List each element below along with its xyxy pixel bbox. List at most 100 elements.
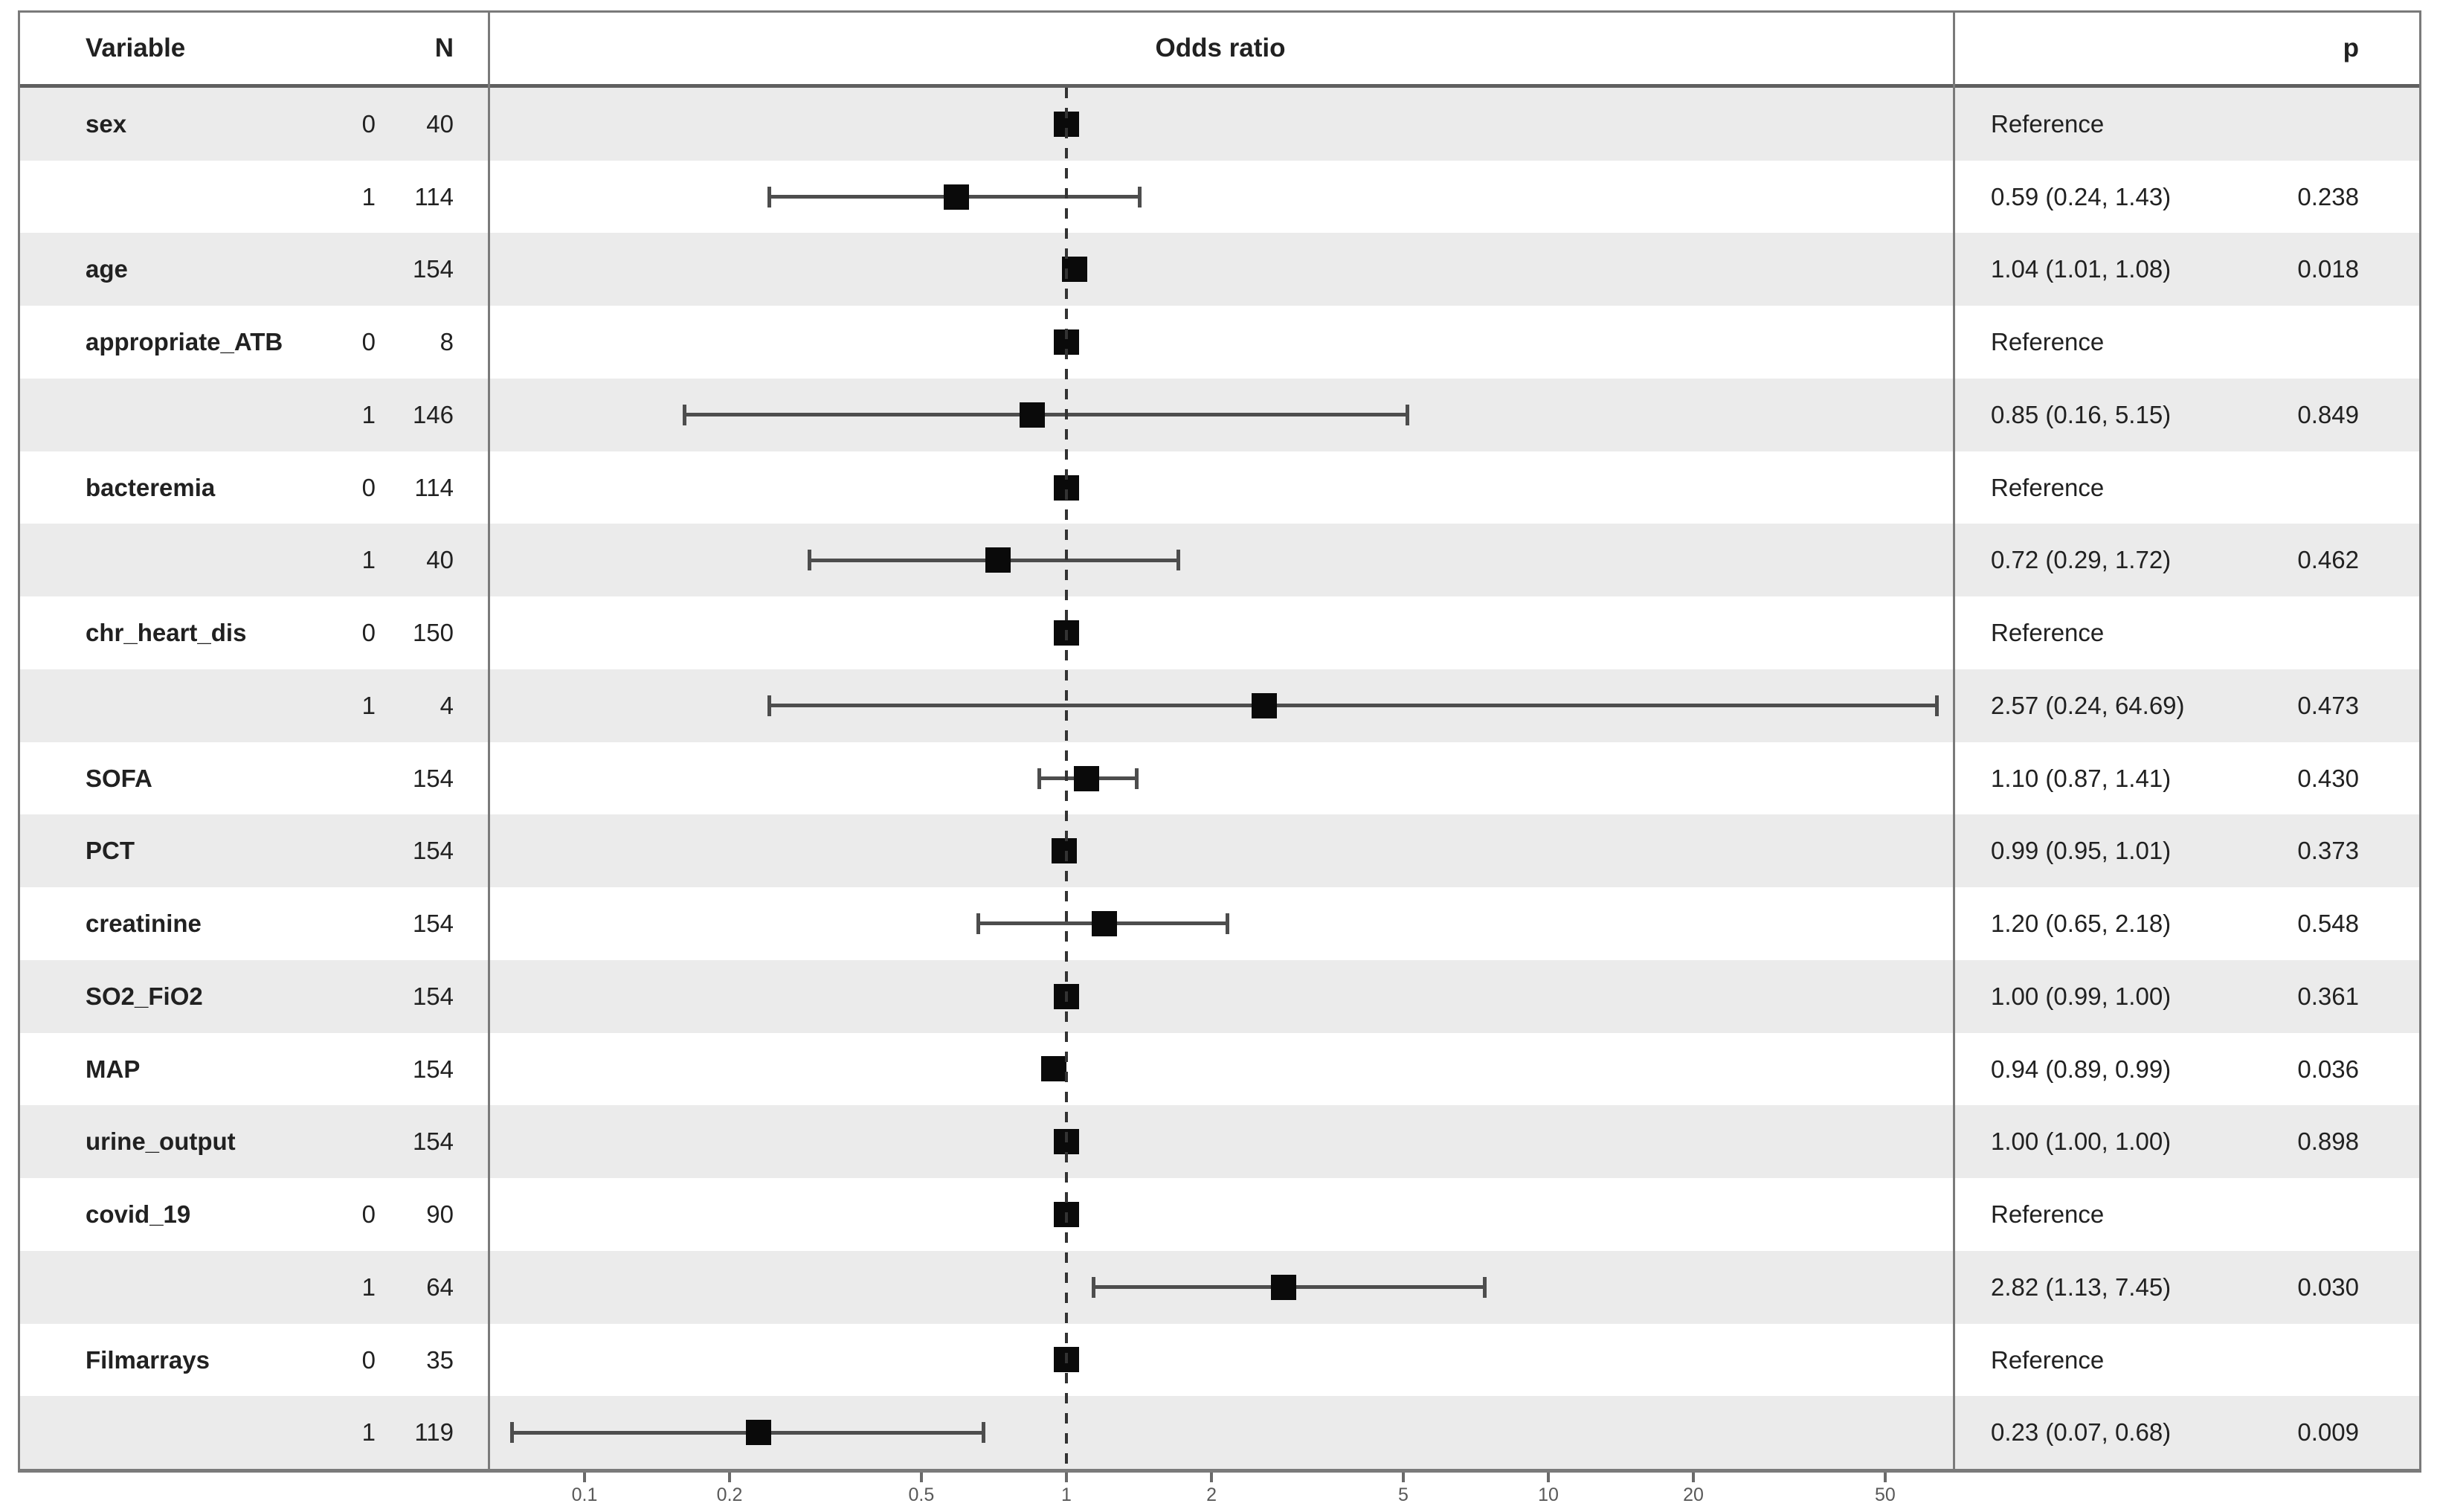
estimate-label: 1.04 (1.01, 1.08): [1991, 255, 2172, 283]
n-level-value: 0: [361, 473, 376, 501]
ci-whisker: [767, 704, 1940, 708]
estimate-label: 0.94 (0.89, 0.99): [1991, 1055, 2172, 1083]
ci-cap-high: [1935, 695, 1940, 716]
p-value: 0.009: [2297, 1418, 2359, 1447]
ci-cap-high: [1406, 404, 1410, 425]
variable-label: Filmarrays: [86, 1345, 210, 1374]
estimate-label: 2.82 (1.13, 7.45): [1991, 1273, 2172, 1301]
ci-cap-high: [1137, 186, 1142, 208]
n-count-value: 114: [414, 473, 454, 501]
n-count-value: 8: [440, 328, 454, 356]
variable-label: age: [86, 255, 128, 283]
or-marker: [1040, 1056, 1066, 1082]
ci-cap-low: [1092, 1276, 1096, 1298]
table-border-left: [18, 10, 20, 1473]
or-marker: [1052, 838, 1078, 864]
n-count-value: 64: [426, 1273, 454, 1301]
n-level-value: 1: [361, 1273, 376, 1301]
row-stripe: [20, 524, 2419, 597]
p-value: 0.898: [2297, 1127, 2359, 1156]
variable-label: covid_19: [86, 1200, 191, 1229]
n-count-value: 119: [414, 1418, 454, 1447]
row-stripe: [20, 959, 2419, 1033]
axis-tick: [919, 1473, 923, 1482]
estimate-label: 1.20 (0.65, 2.18): [1991, 910, 2172, 938]
ci-cap-low: [767, 695, 772, 716]
axis-tick: [583, 1473, 586, 1482]
n-count-value: 35: [426, 1345, 454, 1374]
axis-tick: [1065, 1473, 1068, 1482]
estimate-label: 2.57 (0.24, 64.69): [1991, 691, 2185, 719]
header-separator: [18, 84, 2421, 88]
n-count-value: 40: [426, 110, 454, 138]
estimate-label: 0.72 (0.29, 1.72): [1991, 546, 2172, 574]
n-level-value: 1: [361, 182, 376, 210]
column-separator-right: [1953, 10, 1955, 1469]
n-level-value: 1: [361, 1418, 376, 1447]
estimate-label: Reference: [1991, 110, 2105, 138]
ci-cap-low: [807, 550, 811, 571]
axis-tick-label: 5: [1397, 1484, 1409, 1505]
variable-label: urine_output: [86, 1127, 236, 1156]
n-count-value: 154: [412, 910, 454, 938]
ci-cap-high: [982, 1422, 986, 1444]
axis-tick-label: 0.5: [908, 1484, 935, 1505]
axis-tick-label: 1: [1061, 1484, 1072, 1505]
estimate-label: Reference: [1991, 1345, 2105, 1374]
p-value: 0.373: [2297, 837, 2359, 865]
axis-tick: [1883, 1473, 1887, 1482]
n-count-value: 114: [414, 182, 454, 210]
ci-cap-low: [1037, 768, 1041, 789]
axis-tick-label: 50: [1875, 1484, 1896, 1505]
estimate-label: 1.00 (1.00, 1.00): [1991, 1127, 2172, 1156]
variable-label: sex: [86, 110, 127, 138]
n-count-value: 154: [412, 255, 454, 283]
variable-label: PCT: [86, 837, 135, 865]
estimate-label: 0.59 (0.24, 1.43): [1991, 182, 2172, 210]
p-value: 0.361: [2297, 982, 2359, 1010]
x-axis-line: [18, 1469, 2421, 1473]
axis-tick: [1210, 1473, 1214, 1482]
variable-label: appropriate_ATB: [86, 328, 283, 356]
n-level-value: 1: [361, 546, 376, 574]
ci-cap-low: [976, 913, 980, 934]
p-value: 0.473: [2297, 691, 2359, 719]
column-header-n: N: [434, 33, 454, 62]
or-marker: [1270, 1274, 1296, 1300]
p-value: 0.030: [2297, 1273, 2359, 1301]
n-count-value: 40: [426, 546, 454, 574]
or-marker: [1020, 402, 1046, 428]
variable-label: SOFA: [86, 764, 152, 792]
row-stripe: [20, 1105, 2419, 1179]
axis-tick-label: 20: [1683, 1484, 1704, 1505]
ci-cap-high: [1176, 550, 1180, 571]
n-level-value: 0: [361, 1200, 376, 1229]
estimate-label: Reference: [1991, 619, 2105, 647]
ci-cap-high: [1226, 913, 1230, 934]
n-level-value: 1: [361, 691, 376, 719]
axis-tick-label: 0.1: [571, 1484, 598, 1505]
or-marker: [746, 1420, 772, 1446]
ci-cap-low: [683, 404, 687, 425]
or-marker: [1073, 765, 1099, 791]
variable-label: chr_heart_dis: [86, 619, 247, 647]
n-count-value: 154: [412, 764, 454, 792]
n-count-value: 154: [412, 1055, 454, 1083]
column-header-p: p: [2343, 33, 2359, 62]
n-count-value: 154: [412, 1127, 454, 1156]
reference-line: [1065, 88, 1068, 1469]
n-level-value: 0: [361, 1345, 376, 1374]
axis-tick: [728, 1473, 732, 1482]
estimate-label: 1.00 (0.99, 1.00): [1991, 982, 2172, 1010]
variable-label: SO2_FiO2: [86, 982, 203, 1010]
n-count-value: 154: [412, 982, 454, 1010]
estimate-label: 0.85 (0.16, 5.15): [1991, 400, 2172, 428]
variable-label: creatinine: [86, 910, 202, 938]
estimate-label: 1.10 (0.87, 1.41): [1991, 764, 2172, 792]
row-stripe: [20, 88, 2419, 161]
n-level-value: 1: [361, 400, 376, 428]
ci-cap-low: [509, 1422, 514, 1444]
ci-cap-low: [767, 186, 772, 208]
table-border-top: [18, 10, 2421, 13]
axis-tick: [1401, 1473, 1405, 1482]
